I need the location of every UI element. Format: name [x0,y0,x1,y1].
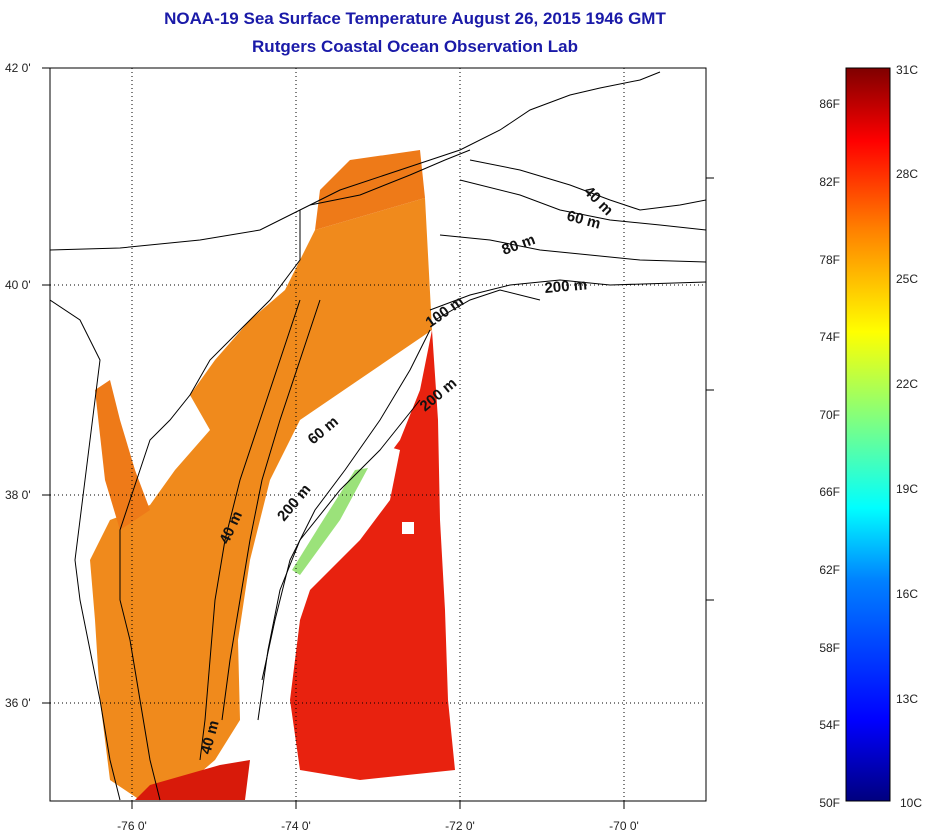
longitude-labels: -76 0' -74 0' -72 0' -70 0' [117,819,639,832]
lon-tick-label: -72 0' [445,819,475,832]
fahrenheit-label: 74F [819,330,840,344]
fahrenheit-label: 50F [819,796,840,810]
lon-tick-label: -74 0' [281,819,311,832]
isobath-80m [439,234,706,263]
map-subtitle: Rutgers Coastal Ocean Observation Lab [252,37,578,56]
celsius-label: 16C [896,587,918,601]
sst-swath-orange [90,198,432,800]
latitude-labels: 42 0' 40 0' 38 0' 36 0' [5,61,31,710]
isobath-40m [199,159,706,761]
celsius-label: 19C [896,482,918,496]
map-ticks [42,67,714,809]
contour-label: 200 m [544,276,588,297]
fahrenheit-label: 86F [819,97,840,111]
fahrenheit-label: 58F [819,641,840,655]
contour-label: 60 m [305,413,342,448]
chesapeake-bay-shore [50,299,121,801]
sst-swath-red-offshore [290,330,455,780]
celsius-label: 31C [896,63,918,77]
coastline-layer [50,71,706,801]
lon-tick-label: -70 0' [609,819,639,832]
sst-missing-pixel [402,522,414,534]
celsius-label: 13C [896,692,918,706]
fahrenheit-label: 66F [819,485,840,499]
sst-cool-streak [292,468,368,575]
isobath-60m [221,179,706,721]
sst-north-patch [315,150,425,230]
celsius-label: 25C [896,272,918,286]
lon-tick-label: -76 0' [117,819,147,832]
map-frame [49,67,707,802]
lat-tick-label: 40 0' [5,278,31,292]
colorbar-fahrenheit-labels: 86F 82F 78F 74F 70F 66F 62F 58F 54F 50F [819,97,840,810]
sst-south-tip [135,760,250,800]
fahrenheit-label: 62F [819,563,840,577]
lat-tick-label: 42 0' [5,61,31,75]
lat-tick-label: 36 0' [5,696,31,710]
fahrenheit-label: 54F [819,718,840,732]
sst-bay-patch [95,380,150,530]
sst-data-layer [90,150,455,800]
isobath-100m [261,289,541,681]
coastline [50,71,661,801]
sst-cloud-gap [290,442,400,600]
fahrenheit-label: 82F [819,175,840,189]
long-island-shore [309,149,471,206]
lat-tick-label: 38 0' [5,488,31,502]
celsius-label: 28C [896,167,918,181]
map-title: NOAA-19 Sea Surface Temperature August 2… [164,9,666,28]
fahrenheit-label: 78F [819,253,840,267]
celsius-label: 22C [896,377,918,391]
contour-label: 200 m [274,481,314,525]
temperature-colorbar [845,67,891,802]
graticule [50,68,706,801]
contour-label: 80 m [500,231,538,259]
colorbar-celsius-labels: 31C 28C 25C 22C 19C 16C 13C 10C [896,63,922,810]
fahrenheit-label: 70F [819,408,840,422]
celsius-label: 10C [900,796,922,810]
